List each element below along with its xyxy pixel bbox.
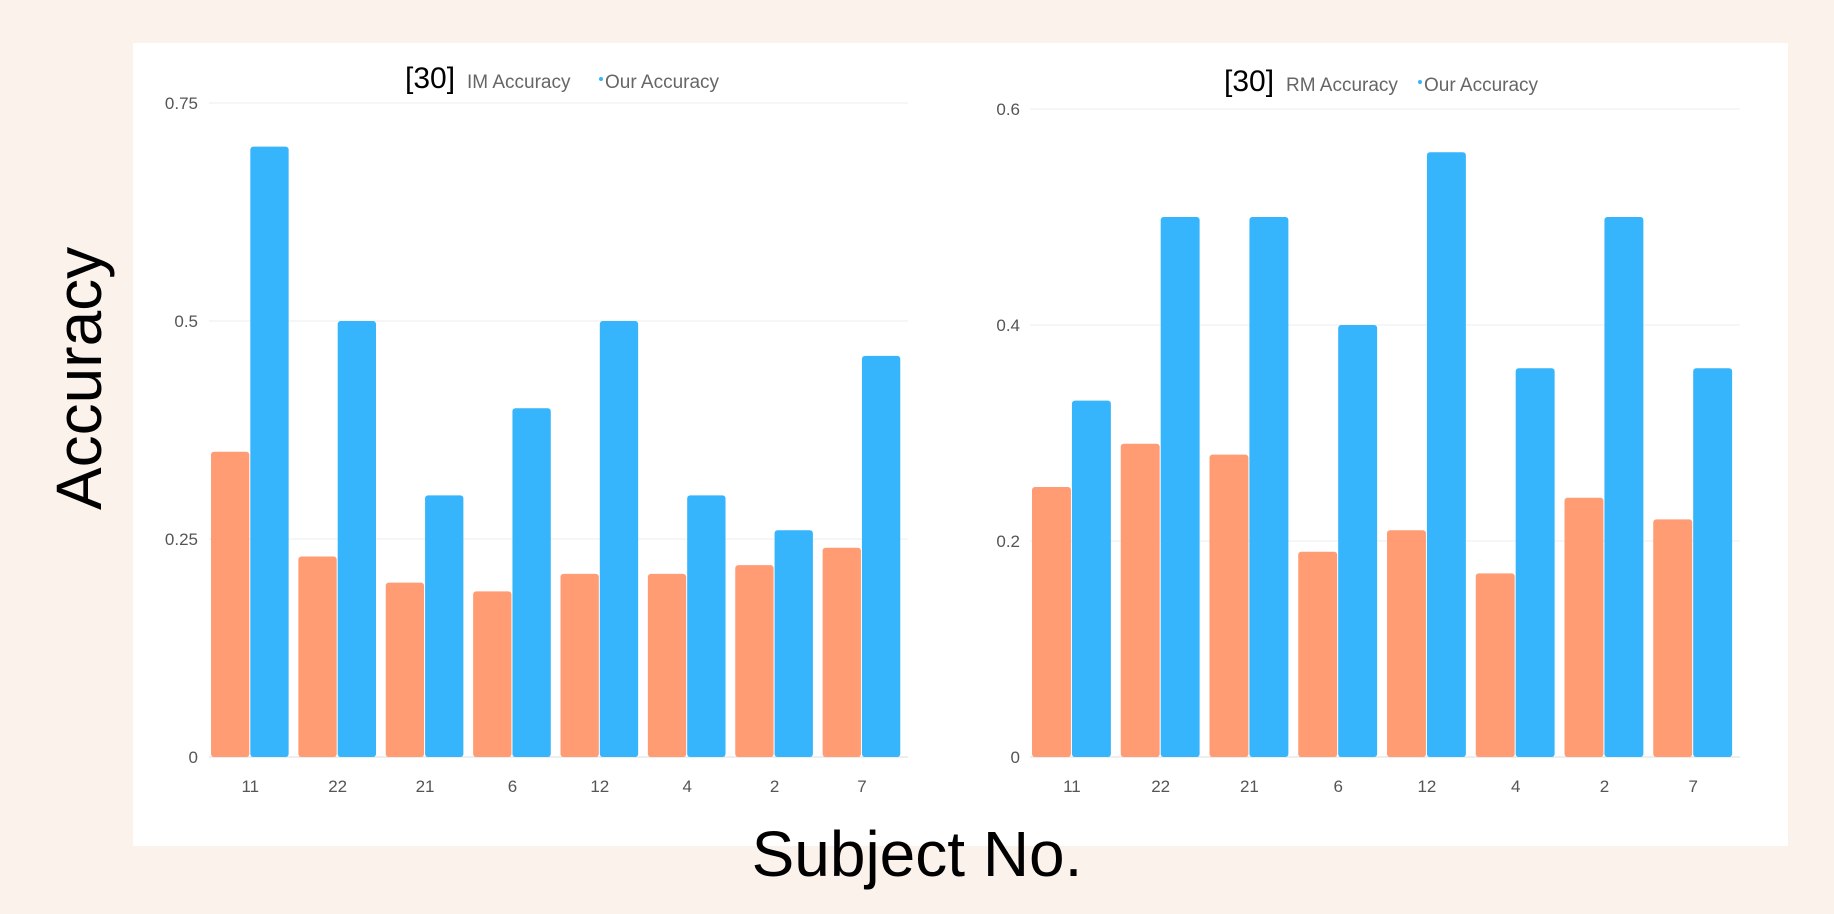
bar-reference bbox=[1032, 487, 1071, 757]
bar-ours bbox=[1249, 217, 1289, 757]
bar-reference bbox=[385, 582, 425, 757]
bar-reference bbox=[473, 591, 512, 757]
x-tick-label: 6 bbox=[1333, 777, 1342, 796]
bar-ours bbox=[512, 408, 551, 757]
y-tick-label: 0.6 bbox=[996, 100, 1020, 119]
bar-ours bbox=[1515, 368, 1555, 757]
legend-item-reference: IM Accuracy bbox=[467, 72, 571, 93]
bar-reference bbox=[1120, 443, 1160, 757]
y-tick-label: 0 bbox=[189, 748, 198, 767]
legend-item-ours: Our Accuracy bbox=[605, 72, 720, 93]
bar-reference bbox=[735, 565, 774, 757]
x-tick-label: 4 bbox=[682, 777, 691, 796]
bar-ours bbox=[1160, 217, 1200, 757]
bar-reference bbox=[298, 556, 337, 757]
x-tick-label: 7 bbox=[857, 777, 866, 796]
x-tick-label: 21 bbox=[1240, 777, 1259, 796]
legend-marker-ours bbox=[599, 77, 603, 81]
y-tick-label: 0.5 bbox=[174, 312, 198, 331]
x-tick-label: 21 bbox=[416, 777, 435, 796]
x-tick-label: 22 bbox=[328, 777, 347, 796]
bar-ours bbox=[425, 495, 464, 757]
legend-ref: [30] bbox=[405, 62, 455, 95]
bar-ours bbox=[687, 495, 726, 757]
bar-reference bbox=[1209, 454, 1249, 757]
bar-reference bbox=[822, 547, 861, 757]
y-tick-label: 0.75 bbox=[165, 94, 198, 113]
bar-reference bbox=[1298, 551, 1338, 757]
bar-reference bbox=[1387, 530, 1426, 757]
x-tick-label: 6 bbox=[508, 777, 517, 796]
y-tick-label: 0.25 bbox=[165, 530, 198, 549]
bar-ours bbox=[337, 321, 377, 757]
legend-item-reference: RM Accuracy bbox=[1286, 75, 1398, 96]
x-tick-label: 22 bbox=[1151, 777, 1170, 796]
bar-reference bbox=[211, 451, 250, 757]
bar-reference bbox=[1653, 519, 1693, 757]
bar-reference bbox=[1564, 497, 1604, 757]
x-tick-label: 11 bbox=[1063, 777, 1081, 796]
y-tick-label: 0.4 bbox=[996, 316, 1020, 335]
x-tick-label: 2 bbox=[770, 777, 779, 796]
bar-ours bbox=[599, 321, 639, 757]
x-tick-label: 11 bbox=[241, 777, 259, 796]
x-tick-label: 7 bbox=[1688, 777, 1697, 796]
bar-ours bbox=[1071, 400, 1111, 757]
bar-reference bbox=[1475, 573, 1515, 757]
legend-item-ours: Our Accuracy bbox=[1424, 75, 1539, 96]
bar-ours bbox=[1338, 325, 1378, 757]
bar-ours bbox=[250, 146, 289, 758]
x-tick-label: 2 bbox=[1600, 777, 1609, 796]
legend-marker-ours bbox=[1418, 80, 1422, 84]
x-tick-label: 12 bbox=[1417, 777, 1436, 796]
bar-reference bbox=[560, 573, 599, 757]
bar-ours bbox=[774, 530, 813, 757]
x-axis-label: Subject No. bbox=[751, 818, 1083, 890]
bar-ours bbox=[861, 355, 901, 757]
x-tick-label: 12 bbox=[590, 777, 609, 796]
bar-ours bbox=[1604, 217, 1644, 757]
x-tick-label: 4 bbox=[1511, 777, 1520, 796]
bar-reference bbox=[647, 573, 687, 757]
bar-ours bbox=[1426, 152, 1466, 757]
y-tick-label: 0.2 bbox=[996, 532, 1020, 551]
bar-ours bbox=[1693, 368, 1733, 757]
y-tick-label: 0 bbox=[1011, 748, 1020, 767]
legend-ref: [30] bbox=[1224, 65, 1274, 98]
y-axis-label: Accuracy bbox=[43, 246, 115, 510]
